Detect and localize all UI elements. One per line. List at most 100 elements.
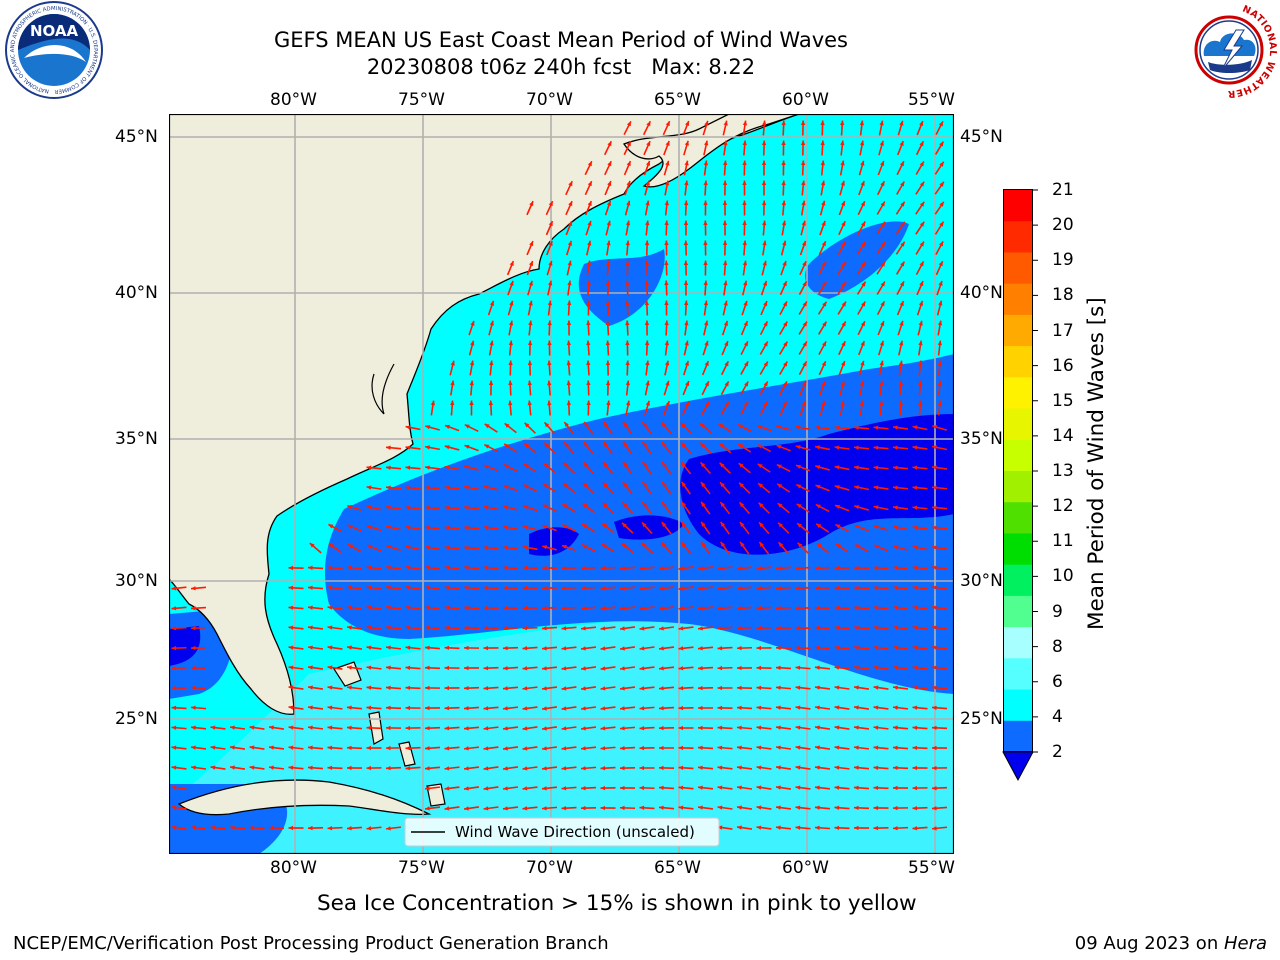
wind-wave-arrow-head	[327, 685, 333, 690]
wind-wave-arrow-head	[900, 261, 905, 267]
wind-wave-arrow-head	[893, 725, 898, 730]
wind-wave-arrow-head	[879, 360, 884, 366]
wind-wave-arrow-head	[620, 765, 625, 771]
wind-wave-arrow-head	[756, 825, 762, 830]
wind-wave-arrow-head	[719, 462, 725, 468]
wind-wave-arrow-head	[581, 686, 586, 691]
wind-wave-arrow-head	[503, 545, 508, 550]
wind-wave-arrow-head	[600, 626, 606, 631]
wind-wave-arrow-head	[444, 645, 450, 651]
wind-wave-arrow-head	[919, 141, 924, 147]
wind-wave-arrow-head	[405, 565, 411, 570]
wind-wave-arrow-head	[606, 240, 611, 246]
wind-wave-arrow-head	[841, 261, 846, 267]
wind-wave-arrow-head	[503, 484, 509, 490]
wind-wave-arrow-head	[665, 401, 670, 407]
wind-wave-arrow-head	[776, 425, 782, 430]
wind-wave-arrow-head	[758, 502, 764, 508]
wind-wave-arrow-head	[841, 360, 846, 366]
wind-wave-arrow-head	[720, 541, 726, 547]
wind-wave-arrow-head	[249, 745, 255, 750]
wind-wave-arrow-head	[464, 746, 469, 751]
chesapeake-bay	[371, 363, 395, 415]
wind-wave-arrow-head	[581, 706, 586, 711]
wind-wave-arrow-head	[854, 425, 859, 430]
wind-wave-arrow-head	[739, 502, 745, 508]
wind-wave-arrow-head	[405, 645, 411, 650]
colorbar-tick-label: 16	[1052, 355, 1074, 376]
wind-wave-arrow-head	[756, 586, 762, 591]
wind-wave-arrow-head	[874, 544, 880, 549]
wind-wave-arrow-head	[308, 645, 313, 650]
wind-wave-arrow-head	[542, 585, 547, 591]
wind-wave-arrow-head	[366, 585, 372, 590]
wind-wave-arrow-head	[854, 725, 859, 730]
wind-wave-arrow-head	[834, 705, 840, 710]
wind-wave-arrow-head	[191, 586, 196, 591]
colorbar-band	[1004, 627, 1032, 659]
wind-wave-arrow-head	[717, 665, 723, 671]
wind-wave-arrow-head	[645, 180, 650, 186]
wind-wave-arrow-head	[288, 725, 294, 730]
lat-label-left-30n: 30°N	[115, 571, 158, 591]
wind-wave-arrow-head	[626, 141, 631, 147]
wind-wave-arrow-head	[605, 360, 611, 366]
wind-wave-arrow-head	[698, 725, 703, 731]
wind-wave-arrow-head	[366, 565, 372, 570]
wind-wave-arrow-head	[938, 121, 943, 127]
wind-wave-arrow-head	[685, 401, 690, 407]
wind-wave-arrow-head	[425, 465, 430, 470]
wind-wave-arrow-head	[171, 745, 177, 750]
wind-wave-arrow-head	[854, 585, 859, 591]
wind-wave-arrow-head	[464, 665, 469, 671]
wind-wave-arrow-head	[912, 745, 918, 751]
wind-wave-arrow-head	[822, 301, 827, 307]
wind-wave-arrow-head	[854, 745, 859, 750]
wind-wave-arrow-head	[678, 686, 684, 691]
wind-wave-arrow-head	[899, 320, 904, 326]
wind-wave-arrow-head	[782, 240, 787, 246]
wind-wave-arrow-head	[366, 665, 372, 670]
wind-wave-arrow-head	[678, 666, 684, 671]
wind-wave-arrow-head	[308, 585, 313, 590]
wind-wave-arrow-head	[664, 300, 669, 306]
wind-wave-arrow-head	[567, 260, 572, 266]
wind-wave-arrow-head	[522, 786, 528, 791]
wind-wave-arrow-head	[642, 441, 648, 447]
wind-wave-arrow-head	[542, 726, 547, 731]
wind-wave-arrow-head	[386, 725, 391, 731]
wind-wave-arrow-head	[684, 140, 689, 146]
wind-wave-arrow-head	[932, 806, 937, 811]
cuba-land	[177, 779, 432, 816]
wind-wave-arrow-head	[880, 201, 885, 207]
wind-wave-arrow-head	[191, 665, 196, 671]
wind-wave-arrow-head	[912, 705, 918, 710]
wind-wave-arrow-head	[893, 765, 898, 771]
wind-wave-arrow-head	[464, 706, 469, 711]
wind-wave-arrow-head	[464, 605, 469, 610]
wind-wave-arrow-head	[821, 361, 826, 367]
wind-wave-arrow-head	[603, 441, 609, 447]
wind-wave-arrow-head	[288, 665, 294, 670]
wind-wave-arrow-head	[795, 705, 801, 710]
wind-wave-arrow-head	[898, 360, 904, 366]
wind-wave-arrow-head	[834, 445, 840, 450]
wind-wave-arrow-head	[664, 260, 669, 266]
wind-wave-arrow-head	[600, 785, 606, 791]
wind-wave-arrow-head	[742, 120, 748, 126]
wind-wave-arrow-head	[566, 340, 571, 346]
colorbar-band	[1004, 720, 1032, 753]
wind-wave-arrow-head	[524, 422, 530, 428]
maritimes-land	[623, 114, 800, 188]
wind-wave-arrow-head	[683, 280, 689, 286]
wind-wave-arrow-head	[737, 665, 742, 671]
wind-wave-arrow-head	[600, 746, 606, 751]
wind-wave-arrow-head	[483, 786, 489, 791]
wind-wave-arrow-head	[678, 745, 684, 751]
wind-wave-arrow-head	[483, 806, 489, 811]
wind-wave-arrow-head	[777, 503, 783, 508]
wind-wave-arrow-head	[522, 605, 528, 611]
wind-wave-arrow-head	[503, 565, 508, 570]
wind-wave-arrow-head	[327, 585, 333, 590]
wave-period-pocket-west	[529, 527, 579, 556]
